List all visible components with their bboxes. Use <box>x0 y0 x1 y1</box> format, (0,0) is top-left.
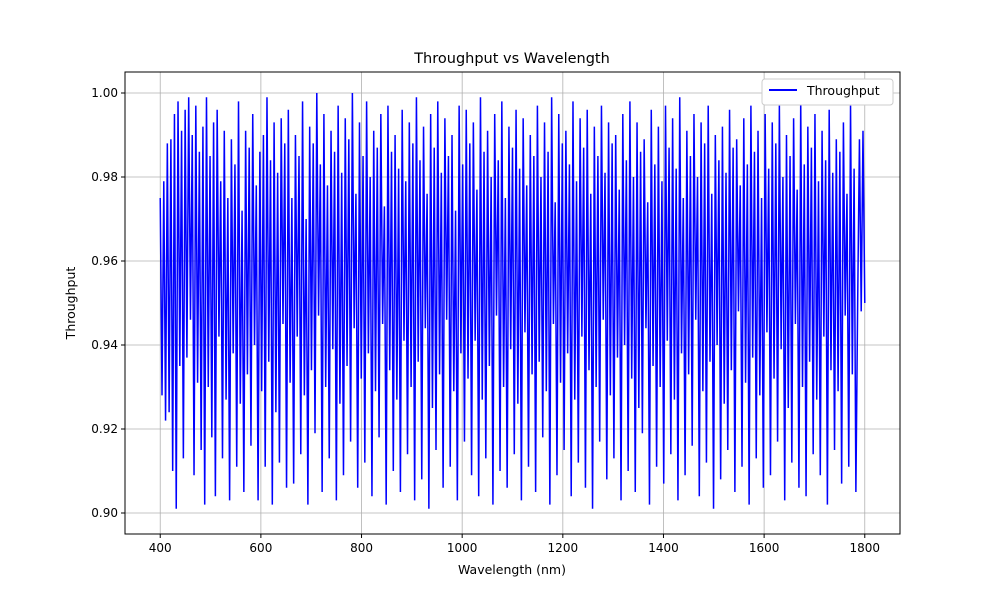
legend-label-throughput: Throughput <box>806 83 880 98</box>
x-tick-label: 400 <box>149 541 172 555</box>
x-tick-label: 600 <box>249 541 272 555</box>
x-tick-label: 1600 <box>749 541 780 555</box>
axis-ticks: 400 600 800 1000 1200 1400 1600 1800 0.90 0.92 0.9… <box>91 86 880 555</box>
y-tick-label: 0.96 <box>91 254 118 268</box>
y-tick-label: 0.94 <box>91 338 118 352</box>
x-tick-label: 1400 <box>648 541 679 555</box>
y-tick-label: 0.92 <box>91 422 118 436</box>
y-tick-label: 0.90 <box>91 506 118 520</box>
y-tick-label: 1.00 <box>91 86 118 100</box>
chart-title: Throughput vs Wavelength <box>413 51 610 67</box>
x-tick-label: 1200 <box>548 541 579 555</box>
series-line-throughput <box>159 92 866 509</box>
y-tick-label: 0.98 <box>91 170 118 184</box>
line-layer <box>159 92 866 509</box>
plot-frame <box>124 71 901 535</box>
x-tick-label: 1800 <box>849 541 880 555</box>
x-axis-label: Wavelength (nm) <box>458 562 566 577</box>
legend-box <box>761 78 894 106</box>
x-tick-label: 1000 <box>447 541 478 555</box>
legend: Throughput <box>761 78 894 106</box>
x-tick-label: 800 <box>350 541 373 555</box>
y-axis-label: Throughput <box>63 267 78 341</box>
